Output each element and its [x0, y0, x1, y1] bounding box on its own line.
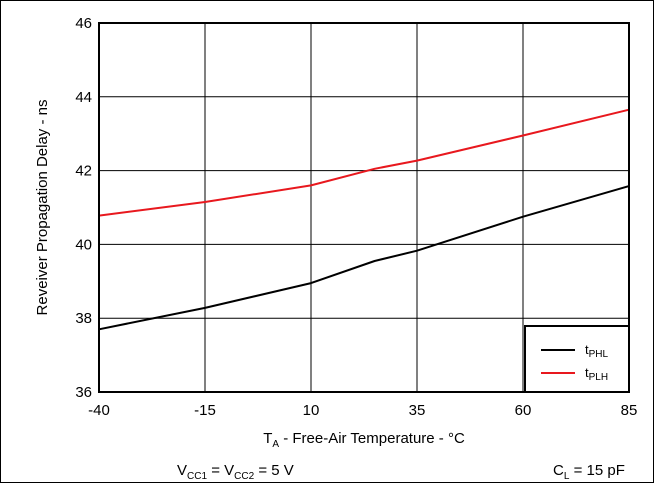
series-lines	[98, 108, 630, 331]
y-tick-labels: 36 38 40 42 44 46	[75, 15, 92, 401]
x-tick-label: 10	[303, 402, 320, 419]
x-tick-label: 85	[621, 402, 638, 419]
y-tick-label: 42	[75, 163, 92, 180]
y-tick-label: 36	[75, 384, 92, 401]
x-tick-label: -40	[88, 402, 110, 419]
legend-box	[524, 325, 630, 393]
series-line-tphl	[98, 185, 630, 331]
x-axis-label: TA - Free-Air Temperature - °C	[263, 430, 465, 450]
y-tick-label: 44	[75, 89, 92, 106]
plot-border	[98, 22, 630, 393]
legend: tPHL tPLH	[524, 325, 630, 393]
x-tick-label: 60	[515, 402, 532, 419]
y-tick-label: 46	[75, 15, 92, 32]
note-cl: CL = 15 pF	[553, 462, 625, 482]
legend-label: tPHL	[585, 342, 609, 360]
conditions-notes: VCC1 = VCC2 = 5 V CL = 15 pF	[177, 462, 625, 482]
y-tick-label: 38	[75, 310, 92, 327]
x-tick-label: 35	[409, 402, 426, 419]
y-tick-label: 40	[75, 236, 92, 253]
note-vcc: VCC1 = VCC2 = 5 V	[177, 462, 294, 482]
series-line-tplh	[98, 108, 630, 217]
legend-label: tPLH	[585, 365, 608, 383]
y-axis-label: Reveiver Propagation Delay - ns	[34, 100, 51, 316]
x-tick-labels: -40 -15 10 35 60 85	[88, 402, 637, 419]
x-tick-label: -15	[194, 402, 216, 419]
